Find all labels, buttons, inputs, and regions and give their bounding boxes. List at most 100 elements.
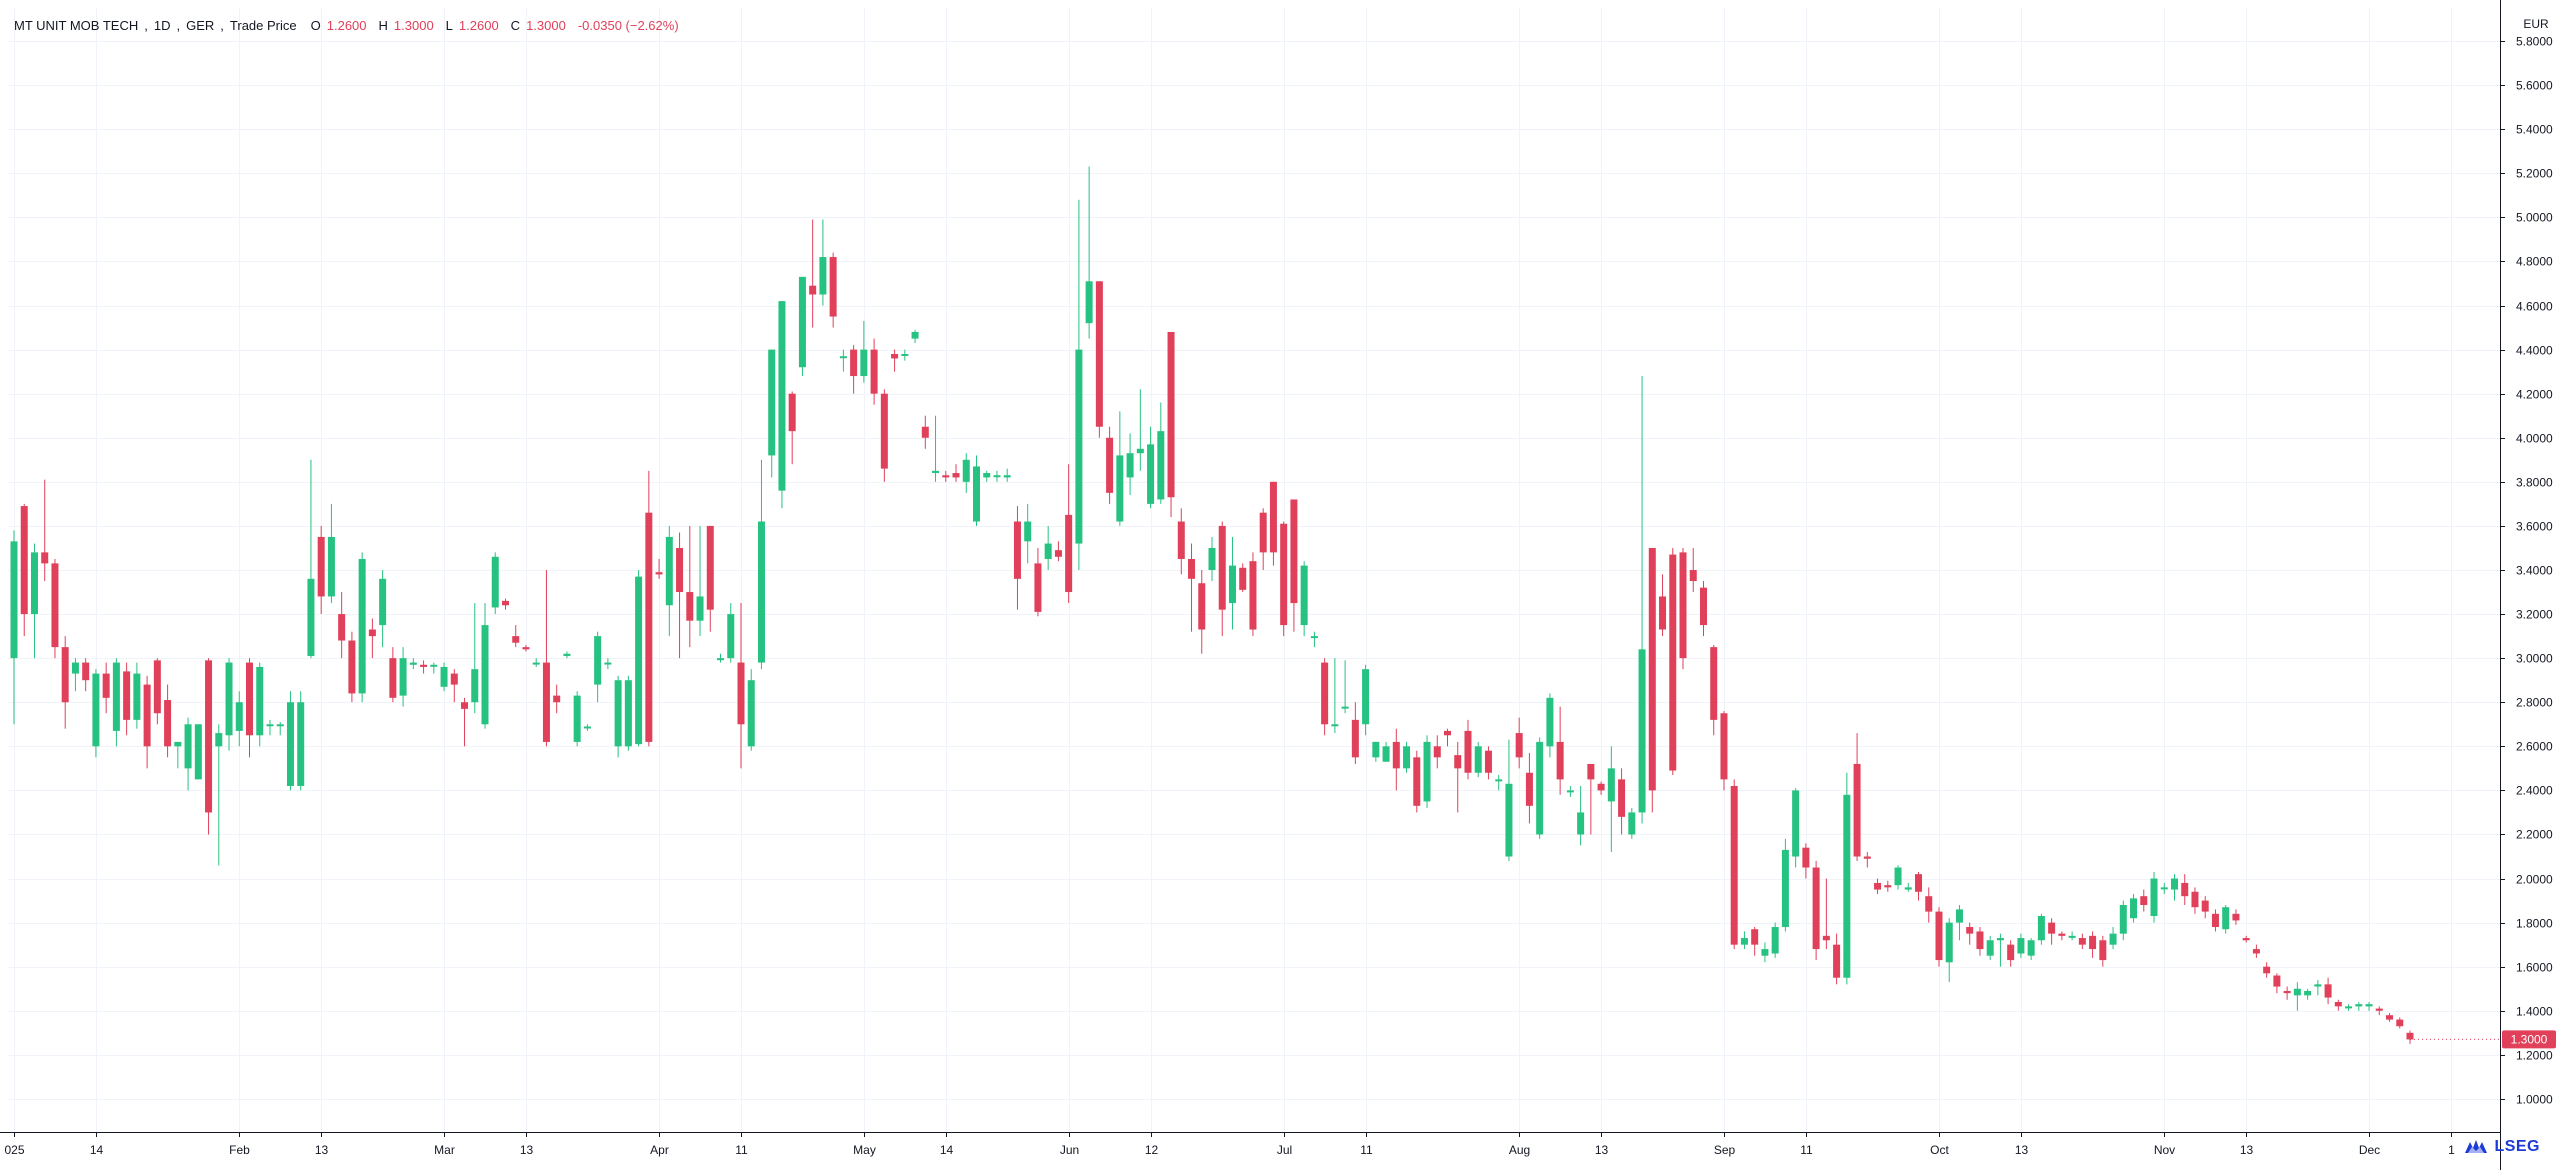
candle-body xyxy=(532,662,540,665)
candle xyxy=(2283,986,2291,1000)
candle-body xyxy=(297,702,305,786)
candle xyxy=(1915,871,1923,901)
candle-body xyxy=(1044,543,1052,559)
candle xyxy=(1894,865,1902,890)
candle-body xyxy=(911,331,919,339)
candle xyxy=(573,691,581,747)
y-tick-label: 1.0000 xyxy=(2516,1093,2553,1107)
candle xyxy=(358,552,366,703)
candle xyxy=(1188,543,1196,632)
candle-body xyxy=(481,625,489,725)
x-tick-label: Mar xyxy=(434,1143,455,1157)
x-tick-label: 13 xyxy=(1595,1143,1609,1157)
candle-body xyxy=(2201,900,2209,912)
candle-body xyxy=(1648,547,1656,791)
candle xyxy=(1116,411,1124,526)
y-tick-label: 4.2000 xyxy=(2516,388,2553,402)
candle xyxy=(1853,733,1861,861)
candle-body xyxy=(788,393,796,432)
candle xyxy=(1208,536,1216,582)
candle xyxy=(1034,547,1042,617)
candle xyxy=(2017,933,2025,958)
candle-body xyxy=(123,671,131,720)
candle xyxy=(778,301,786,509)
candle-body xyxy=(983,473,991,478)
candle xyxy=(1269,481,1277,566)
candles xyxy=(10,166,2500,1044)
candle-body xyxy=(635,576,643,745)
candle-body xyxy=(307,578,315,656)
price-type: Trade Price xyxy=(229,18,297,33)
candle xyxy=(1085,166,1093,339)
candle xyxy=(276,722,284,736)
candle-body xyxy=(1843,794,1851,978)
candle xyxy=(553,684,561,714)
x-tick-label: Jul xyxy=(1277,1143,1292,1157)
candle xyxy=(338,592,346,659)
exchange: GER xyxy=(186,18,215,33)
candle xyxy=(850,345,858,394)
candle xyxy=(645,470,653,747)
candle-body xyxy=(358,558,366,694)
y-tick-label: 1.2000 xyxy=(2516,1049,2553,1063)
candle-body xyxy=(757,521,765,663)
candle xyxy=(102,662,110,714)
candle-body xyxy=(1996,938,2004,941)
candle xyxy=(972,455,980,526)
candle xyxy=(727,603,735,663)
candle-body xyxy=(1085,281,1093,324)
candle xyxy=(348,631,356,703)
brand-logo[interactable]: LSEG xyxy=(2464,1138,2540,1156)
x-tick-label: Apr xyxy=(650,1143,669,1157)
candle xyxy=(1740,931,1748,950)
candle-body xyxy=(2140,896,2148,905)
y-tick-label: 4.8000 xyxy=(2516,255,2553,269)
candle-body xyxy=(1628,812,1636,835)
candle-body xyxy=(1740,938,1748,945)
candle xyxy=(2150,871,2158,923)
candle xyxy=(1167,331,1175,518)
candle xyxy=(1648,547,1656,813)
last-price-label: 1.3000 xyxy=(2511,1032,2548,1046)
candle xyxy=(1566,785,1574,798)
candle-body xyxy=(2304,990,2312,996)
x-tick-label: Oct xyxy=(1930,1143,1949,1157)
candle xyxy=(2181,874,2189,905)
candle-body xyxy=(1331,724,1339,727)
candle-body xyxy=(901,354,909,357)
candle xyxy=(2130,893,2138,923)
candle-body xyxy=(2017,938,2025,954)
y-axis[interactable]: 1.0000 1.2000 1.4000 1.6000 1.8000 2.0000 2.20… xyxy=(2500,0,2556,1170)
high-value: 1.3000 xyxy=(393,18,434,33)
candle-body xyxy=(1290,499,1298,604)
candle-body xyxy=(614,680,622,747)
y-tick-label: 2.0000 xyxy=(2516,873,2553,887)
y-tick-label: 2.6000 xyxy=(2516,740,2553,754)
candle-body xyxy=(102,673,110,698)
candle xyxy=(1095,281,1103,438)
candle xyxy=(798,276,806,377)
candle xyxy=(665,525,673,637)
candle-body xyxy=(1812,867,1820,950)
candle-body xyxy=(133,673,141,720)
x-tick-label: 14 xyxy=(90,1143,104,1157)
x-tick-label: 13 xyxy=(520,1143,534,1157)
candle xyxy=(1157,402,1165,504)
candle-body xyxy=(665,536,673,606)
candle xyxy=(1771,922,1779,958)
candle-body xyxy=(1259,512,1267,553)
candle-body xyxy=(246,662,254,736)
candle xyxy=(1751,927,1759,956)
candle xyxy=(1843,772,1851,985)
candle xyxy=(1321,658,1329,736)
candle-body xyxy=(1147,444,1155,504)
x-axis[interactable]: 025 14 Feb 13 Mar 13 Apr 11 May 14 Jun 12 Jul 11 Aug 13… xyxy=(0,1132,2500,1157)
open-label: O xyxy=(310,18,321,33)
candle xyxy=(194,724,202,780)
candle xyxy=(30,543,38,659)
candle-body xyxy=(2170,878,2178,890)
candle-body xyxy=(1505,783,1513,857)
candle xyxy=(1556,706,1564,795)
